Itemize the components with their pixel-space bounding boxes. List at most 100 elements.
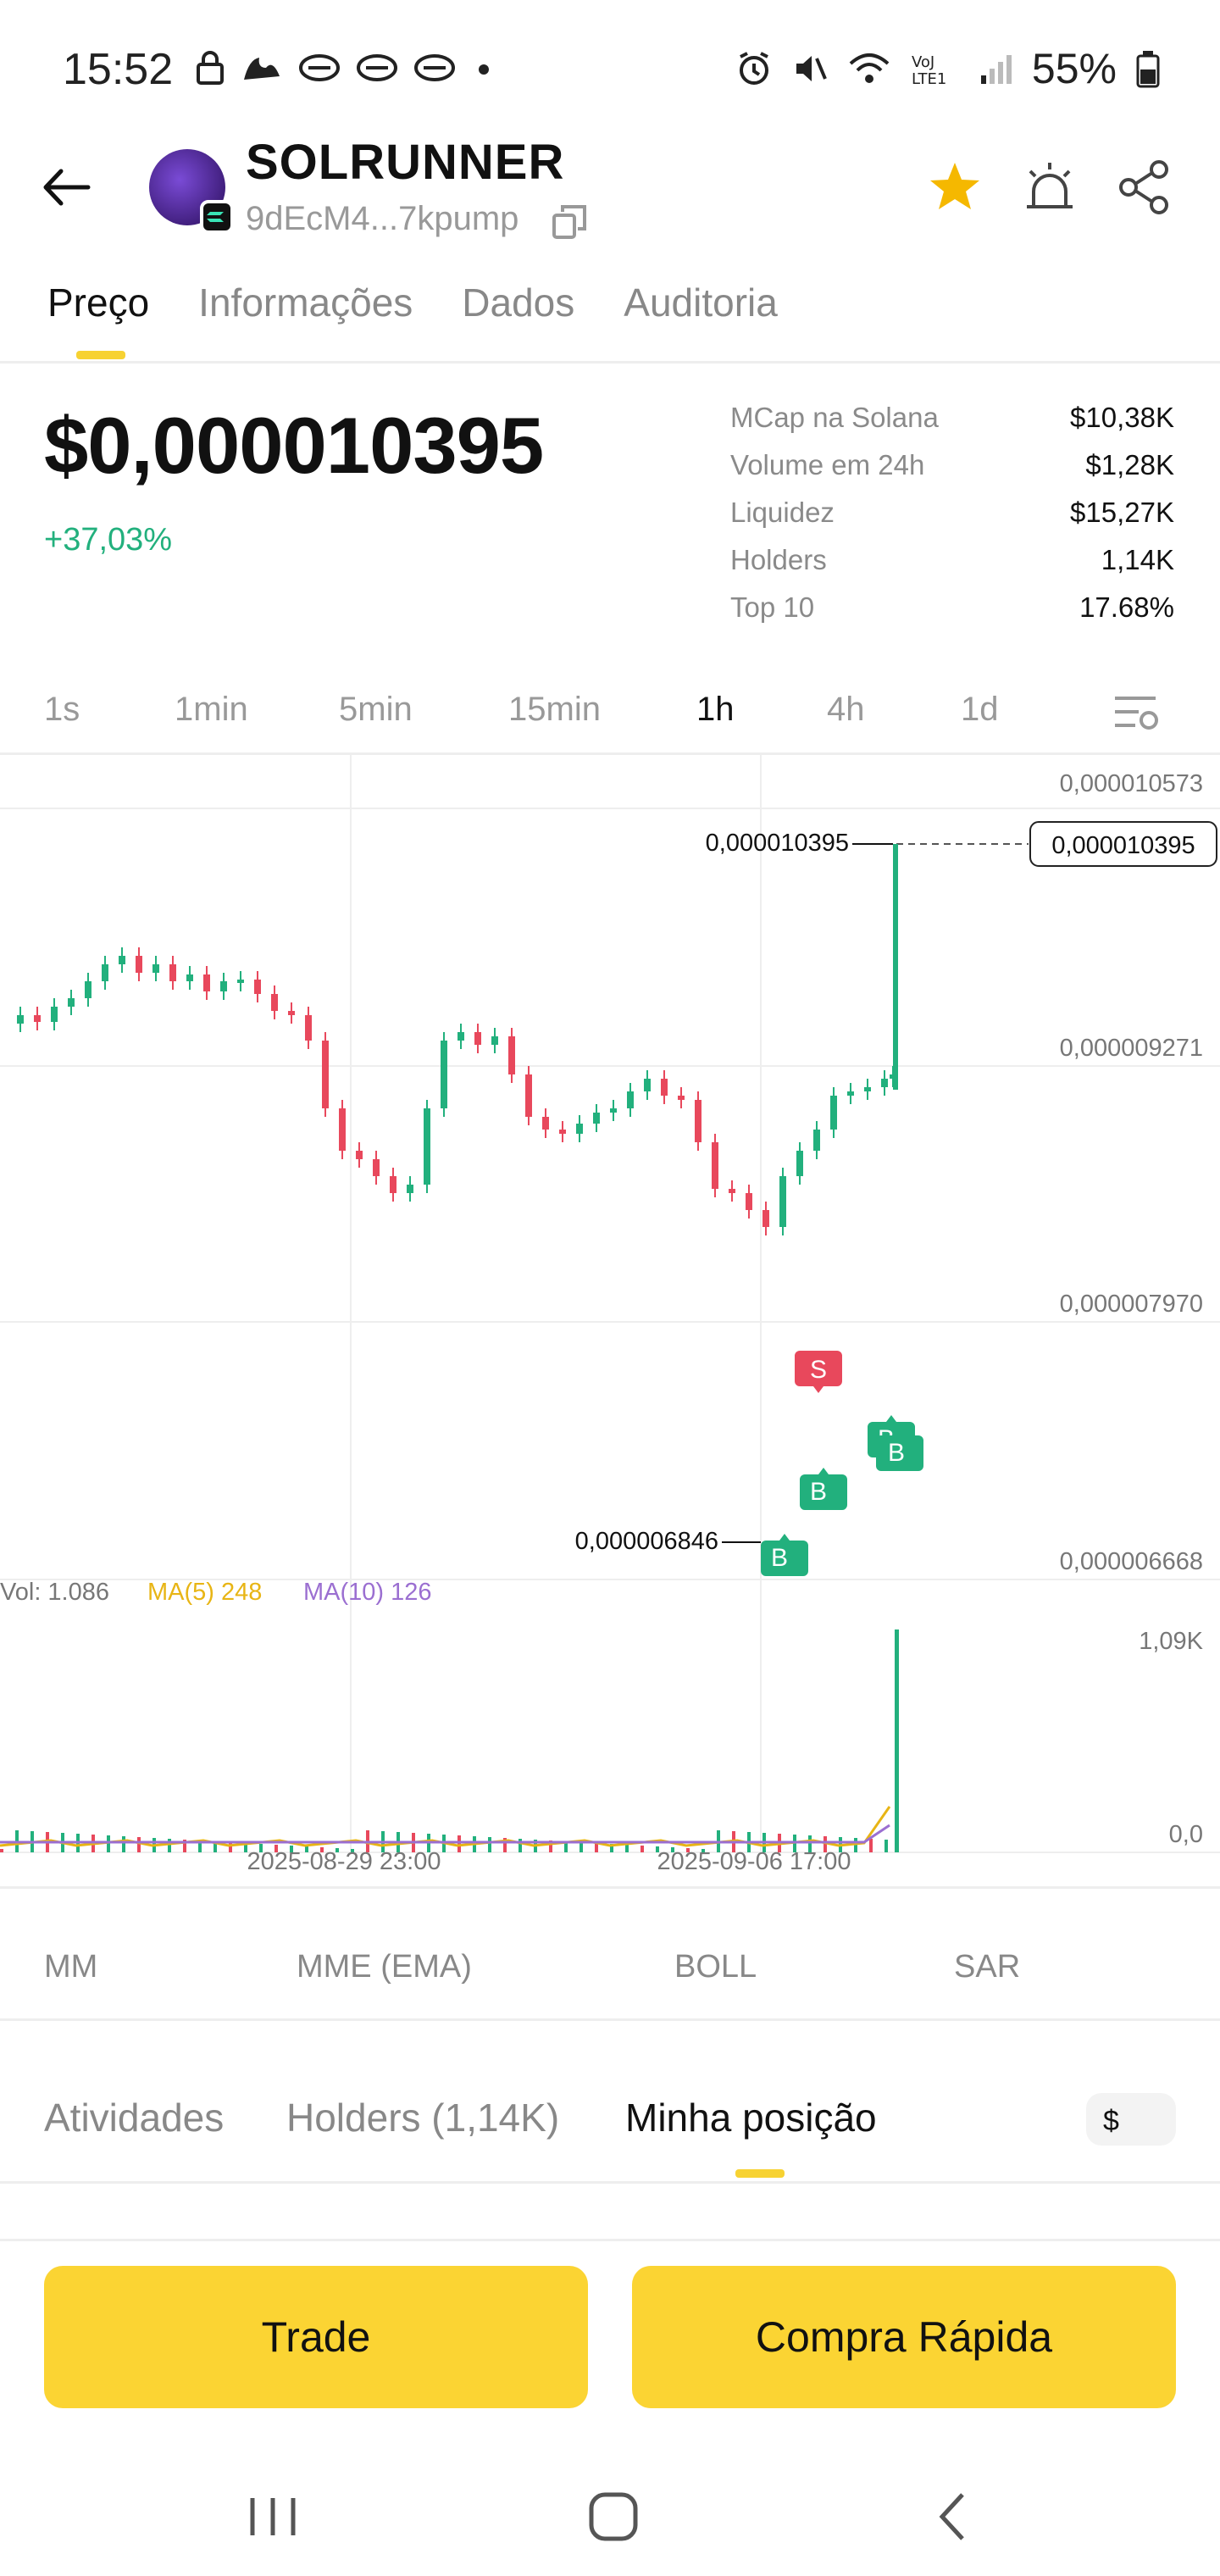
quick-buy-button[interactable]: Compra Rápida [632,2266,1176,2408]
buy-marker-text: B [810,1478,827,1506]
candle [85,981,92,998]
indicator-boll[interactable]: BOLL [674,1949,757,1985]
timeframe-1min[interactable]: 1min [175,691,248,728]
volume-bar [824,1836,827,1852]
buy-marker[interactable]: B [761,1534,808,1576]
volume-tick-label: 1,09K [1139,1628,1203,1655]
timeframe-1s[interactable]: 1s [44,691,80,728]
currency-toggle[interactable]: $ [1086,2093,1176,2146]
candle [271,994,278,1011]
stat-label: Top 10 [730,591,815,623]
volume-bar [884,1840,888,1852]
indicator-mm[interactable]: MM [44,1949,98,1985]
timeframe-1h[interactable]: 1h [696,691,735,728]
system-icons: VoJ LTE1 55% [735,44,1161,93]
candle [186,974,193,981]
timeframe-1d[interactable]: 1d [961,691,999,728]
tab-minha-posicao[interactable]: Minha posição [625,2096,877,2140]
indicator-ema[interactable]: MME (EMA) [297,1949,472,1985]
candle [169,964,176,981]
nav-back-icon[interactable] [912,2474,996,2559]
volume-tick-label: 0,0 [1169,1821,1203,1848]
tab-holders[interactable]: Holders (1,14K) [286,2096,560,2140]
volume-bar [640,1846,644,1852]
tab-atividades[interactable]: Atividades [44,2096,225,2140]
buy-marker[interactable]: B [800,1468,847,1510]
candle [136,956,142,973]
candle [893,844,898,1090]
candle [17,1015,24,1024]
candle [661,1079,668,1096]
svg-text:LTE1: LTE1 [912,70,946,87]
candle [339,1108,346,1151]
candle [847,1091,854,1096]
token-address: 9dEcM4...7kpump [246,200,519,237]
indicator-sar[interactable]: SAR [954,1949,1021,1985]
recent-apps-icon[interactable] [230,2474,315,2559]
volume-bar [137,1837,141,1852]
volume-bar [458,1835,461,1852]
candle [678,1096,685,1100]
favorite-star-icon[interactable] [925,158,984,217]
volume-bar [290,1846,293,1852]
y-tick-label: 0,000009271 [1060,1035,1203,1062]
chart-settings-icon[interactable] [1110,686,1161,737]
tab-auditoria[interactable]: Auditoria [624,280,778,325]
volume-ma10-line [0,1824,890,1844]
volume-bar [351,1849,354,1852]
trade-button[interactable]: Trade [44,2266,588,2408]
timeframe-5min[interactable]: 5min [339,691,413,728]
volume-bar [183,1840,186,1852]
divider [0,1886,1220,1889]
volume-bar [503,1838,507,1852]
high-price-label: 0,000010395 [706,830,849,857]
volume-bar [549,1840,552,1852]
candle [627,1091,634,1108]
stat-label: Holders [730,544,827,575]
handshake-icon [357,54,397,81]
divider [0,2181,1220,2184]
volume-bar [488,1837,491,1852]
volume-bar [274,1845,278,1852]
volume-bar [214,1841,217,1852]
tab-informacoes[interactable]: Informações [198,280,413,325]
volume-bar [336,1848,339,1852]
volume-bar [518,1839,522,1852]
tab-preco[interactable]: Preço [47,280,150,325]
buy-marker[interactable]: B [876,1429,923,1471]
candle [779,1176,786,1227]
y-tick-label: 0,000006668 [1060,1548,1203,1575]
stat-value: 17.68% [1079,591,1174,623]
volume-bar [198,1840,202,1852]
stat-row: Liquidez $15,27K [730,497,1174,544]
candle [729,1189,735,1193]
back-arrow-icon[interactable] [37,158,97,217]
candle [762,1210,769,1227]
chart-grid [0,752,1220,1854]
candle [542,1117,549,1130]
share-icon[interactable] [1115,158,1174,217]
sell-marker[interactable]: S [795,1351,842,1393]
home-icon[interactable] [571,2474,656,2559]
price-chart[interactable]: 0,000010573 0,000009271 0,000007970 0,00… [0,752,1220,1871]
active-tab-indicator [735,2169,785,2178]
stat-label: Volume em 24h [730,449,925,480]
volume-ma10-label: MA(10) 126 [303,1579,432,1606]
alert-siren-icon[interactable] [1020,158,1079,217]
volume-bar [671,1847,674,1852]
copy-icon[interactable] [551,203,588,241]
candle [441,1041,447,1108]
stat-row: Volume em 24h $1,28K [730,449,1174,497]
signal-icon [980,55,1012,84]
trade-markers: S B B B B [761,1351,923,1576]
y-tick-label: 0,000010573 [1060,770,1203,797]
volume-bar [686,1848,690,1852]
divider [0,752,1220,755]
volume-bar [869,1839,873,1852]
divider [0,361,1220,364]
timeframe-4h[interactable]: 4h [827,691,865,728]
volume-bar [168,1839,171,1852]
timeframe-15min[interactable]: 15min [508,691,601,728]
tab-dados[interactable]: Dados [462,280,575,325]
